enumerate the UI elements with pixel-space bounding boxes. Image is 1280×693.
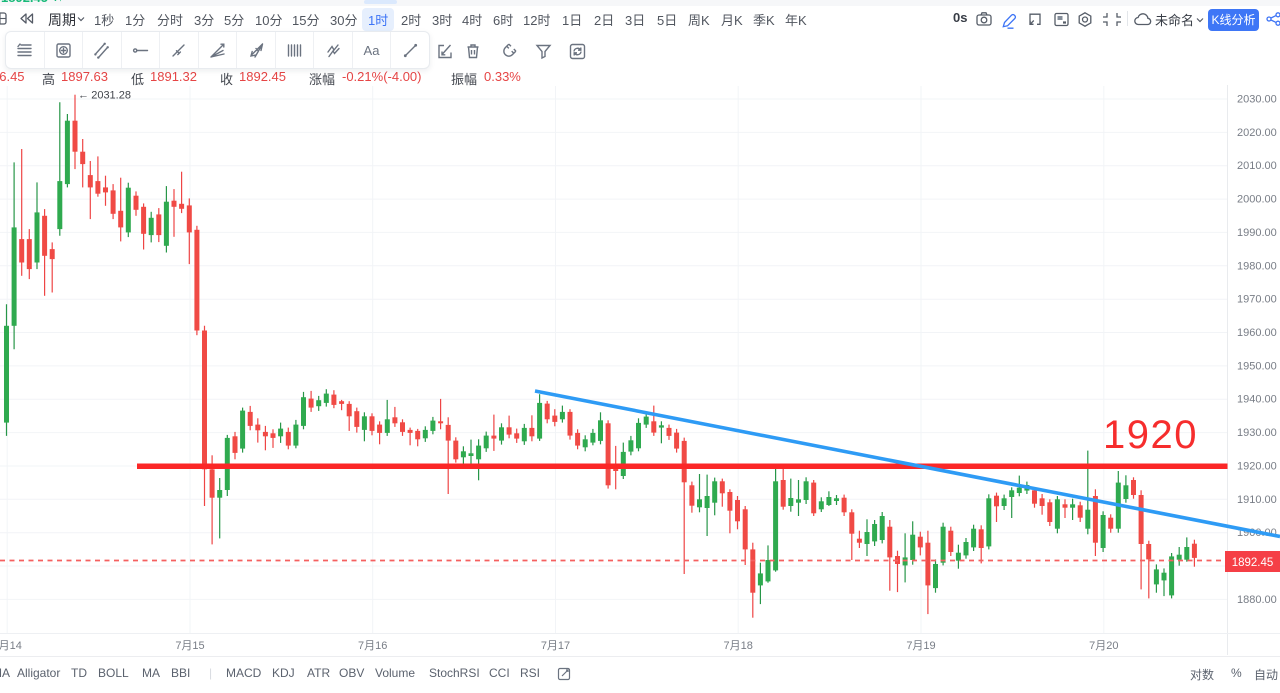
svg-text:1920: 1920 bbox=[1103, 413, 1198, 457]
svg-text:7月14: 7月14 bbox=[0, 640, 22, 652]
svg-text:1990.00: 1990.00 bbox=[1237, 227, 1277, 239]
svg-text:1970.00: 1970.00 bbox=[1237, 294, 1277, 306]
svg-text:7月16: 7月16 bbox=[358, 640, 387, 652]
svg-text:7月15: 7月15 bbox=[175, 640, 204, 652]
svg-text:1960.00: 1960.00 bbox=[1237, 327, 1277, 339]
svg-text:7月18: 7月18 bbox=[724, 640, 753, 652]
svg-text:2000.00: 2000.00 bbox=[1237, 194, 1277, 206]
svg-text:1910.00: 1910.00 bbox=[1237, 494, 1277, 506]
svg-text:Aa: Aa bbox=[364, 43, 381, 58]
svg-text:1940.00: 1940.00 bbox=[1237, 394, 1277, 406]
svg-text:1930.00: 1930.00 bbox=[1237, 427, 1277, 439]
svg-text:1920.00: 1920.00 bbox=[1237, 461, 1277, 473]
svg-text:1980.00: 1980.00 bbox=[1237, 260, 1277, 272]
svg-text:7月17: 7月17 bbox=[541, 640, 570, 652]
svg-text:7月20: 7月20 bbox=[1089, 640, 1118, 652]
svg-text:← 2031.28: ← 2031.28 bbox=[78, 90, 131, 102]
svg-text:2010.00: 2010.00 bbox=[1237, 160, 1277, 172]
svg-text:1892.45: 1892.45 bbox=[1232, 557, 1274, 569]
svg-text:7月19: 7月19 bbox=[906, 640, 935, 652]
svg-text:2020.00: 2020.00 bbox=[1237, 127, 1277, 139]
svg-text:1950.00: 1950.00 bbox=[1237, 360, 1277, 372]
svg-text:2030.00: 2030.00 bbox=[1237, 94, 1277, 106]
svg-text:1880.00: 1880.00 bbox=[1237, 594, 1277, 606]
